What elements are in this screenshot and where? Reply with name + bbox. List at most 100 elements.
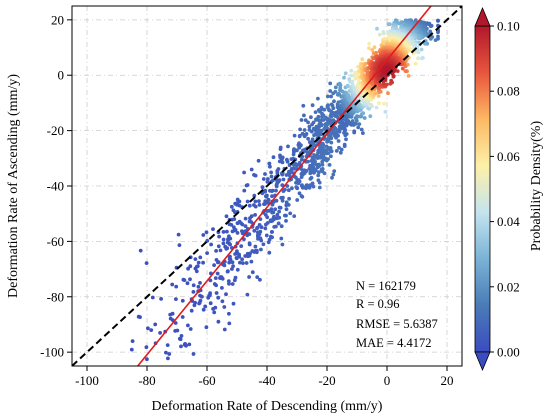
scatter-point: [433, 38, 438, 42]
scatter-point: [201, 233, 206, 237]
scatter-point: [344, 137, 348, 142]
scatter-point: [248, 251, 253, 256]
scatter-point: [230, 267, 234, 271]
scatter-point: [317, 185, 322, 190]
scatter-point: [173, 321, 178, 325]
scatter-point: [241, 261, 245, 265]
scatter-point: [165, 343, 170, 347]
scatter-point: [213, 305, 218, 310]
scatter-point: [333, 89, 338, 94]
colorbar-tick-label: 0.10: [497, 19, 520, 34]
scatter-point: [213, 276, 218, 280]
axes: -100 -80 -60 -40 -20 0 20 -100 -80 -60 -40 -20 0 20: [40, 12, 453, 388]
scatter-point: [342, 142, 347, 147]
scatter-point: [243, 224, 248, 229]
scatter-point: [218, 248, 223, 253]
scatter-point: [382, 101, 386, 106]
scatter-point: [403, 69, 408, 73]
scatter-point: [411, 42, 415, 47]
scatter-point: [226, 269, 230, 274]
scatter-point: [253, 204, 258, 209]
scatter-point: [259, 225, 264, 230]
scatter-point: [138, 248, 143, 253]
scatter-point: [130, 339, 135, 343]
x-tick-label: 0: [384, 373, 391, 388]
scatter-point: [231, 301, 236, 306]
scatter-point: [255, 275, 260, 279]
scatter-point: [170, 311, 175, 316]
scatter-point: [270, 188, 275, 193]
scatter-point: [243, 254, 248, 258]
scatter-point: [145, 357, 149, 362]
scatter-point: [270, 235, 274, 240]
scatter-point: [227, 311, 231, 316]
scatter-point: [237, 254, 242, 259]
scatter-point: [367, 106, 372, 111]
scatter-point: [228, 242, 233, 247]
scatter-point: [277, 209, 281, 214]
scatter-point: [328, 89, 333, 93]
scatter-point: [188, 277, 192, 282]
scatter-point: [316, 96, 320, 101]
scatter-point: [227, 281, 231, 286]
scatter-point: [196, 284, 201, 289]
scatter-point: [284, 200, 289, 205]
scatter-point: [220, 276, 225, 281]
scatter-point: [285, 184, 290, 188]
scatter-point: [188, 327, 193, 331]
scatter-point: [249, 259, 254, 264]
scatter-point: [322, 171, 327, 176]
scatter-point: [263, 189, 267, 194]
scatter-point: [391, 74, 396, 79]
scatter-point: [203, 304, 208, 309]
scatter-point: [287, 196, 291, 201]
scatter-point: [267, 250, 272, 255]
scatter-point: [342, 75, 346, 80]
scatter-point: [193, 257, 198, 261]
scatter-point: [295, 186, 300, 191]
scatter-point: [191, 283, 196, 288]
scatter-point: [299, 118, 304, 122]
scatter-point: [297, 161, 302, 165]
scatter-point: [317, 164, 321, 169]
y-axis-label: Deformation Rate of Ascending (mm/y): [6, 74, 21, 298]
scatter-point: [311, 184, 316, 189]
scatter-point: [342, 131, 346, 135]
one-to-one-line: [72, 6, 462, 366]
scatter-point: [179, 334, 184, 338]
scatter-point: [215, 271, 220, 276]
x-tick-label: 20: [441, 373, 454, 388]
scatter-point: [423, 41, 427, 46]
scatter-point: [286, 188, 291, 193]
scatter-point: [321, 118, 326, 122]
scatter-point: [284, 213, 288, 218]
scatter-point: [304, 169, 309, 173]
scatter-point: [224, 292, 228, 297]
scatter-point: [260, 185, 265, 190]
scatter-point: [244, 261, 249, 265]
scatter-point: [297, 179, 302, 184]
scatter-point: [376, 94, 381, 98]
scatter-point: [249, 167, 254, 172]
scatter-point: [285, 159, 290, 164]
scatter-point: [149, 328, 154, 332]
scatter-point: [373, 91, 378, 95]
scatter-point: [310, 181, 315, 186]
scatter-point: [320, 167, 325, 171]
scatter-point: [175, 328, 180, 333]
scatter-point: [243, 216, 248, 221]
scatter-point: [325, 104, 330, 108]
scatter-point: [324, 158, 329, 163]
colorbar: 0.00 0.02 0.04 0.06 0.08 0.10: [474, 6, 520, 372]
scatter-point: [222, 305, 227, 309]
colorbar-tick-label: 0.06: [497, 149, 520, 164]
scatter-point: [309, 115, 313, 120]
scatter-point: [350, 79, 355, 84]
scatter-point: [346, 93, 351, 97]
scatter-point: [263, 172, 267, 176]
scatter-point: [278, 205, 283, 210]
scatter-point: [400, 66, 405, 71]
scatter-point: [267, 161, 272, 166]
scatter-point: [279, 224, 284, 229]
